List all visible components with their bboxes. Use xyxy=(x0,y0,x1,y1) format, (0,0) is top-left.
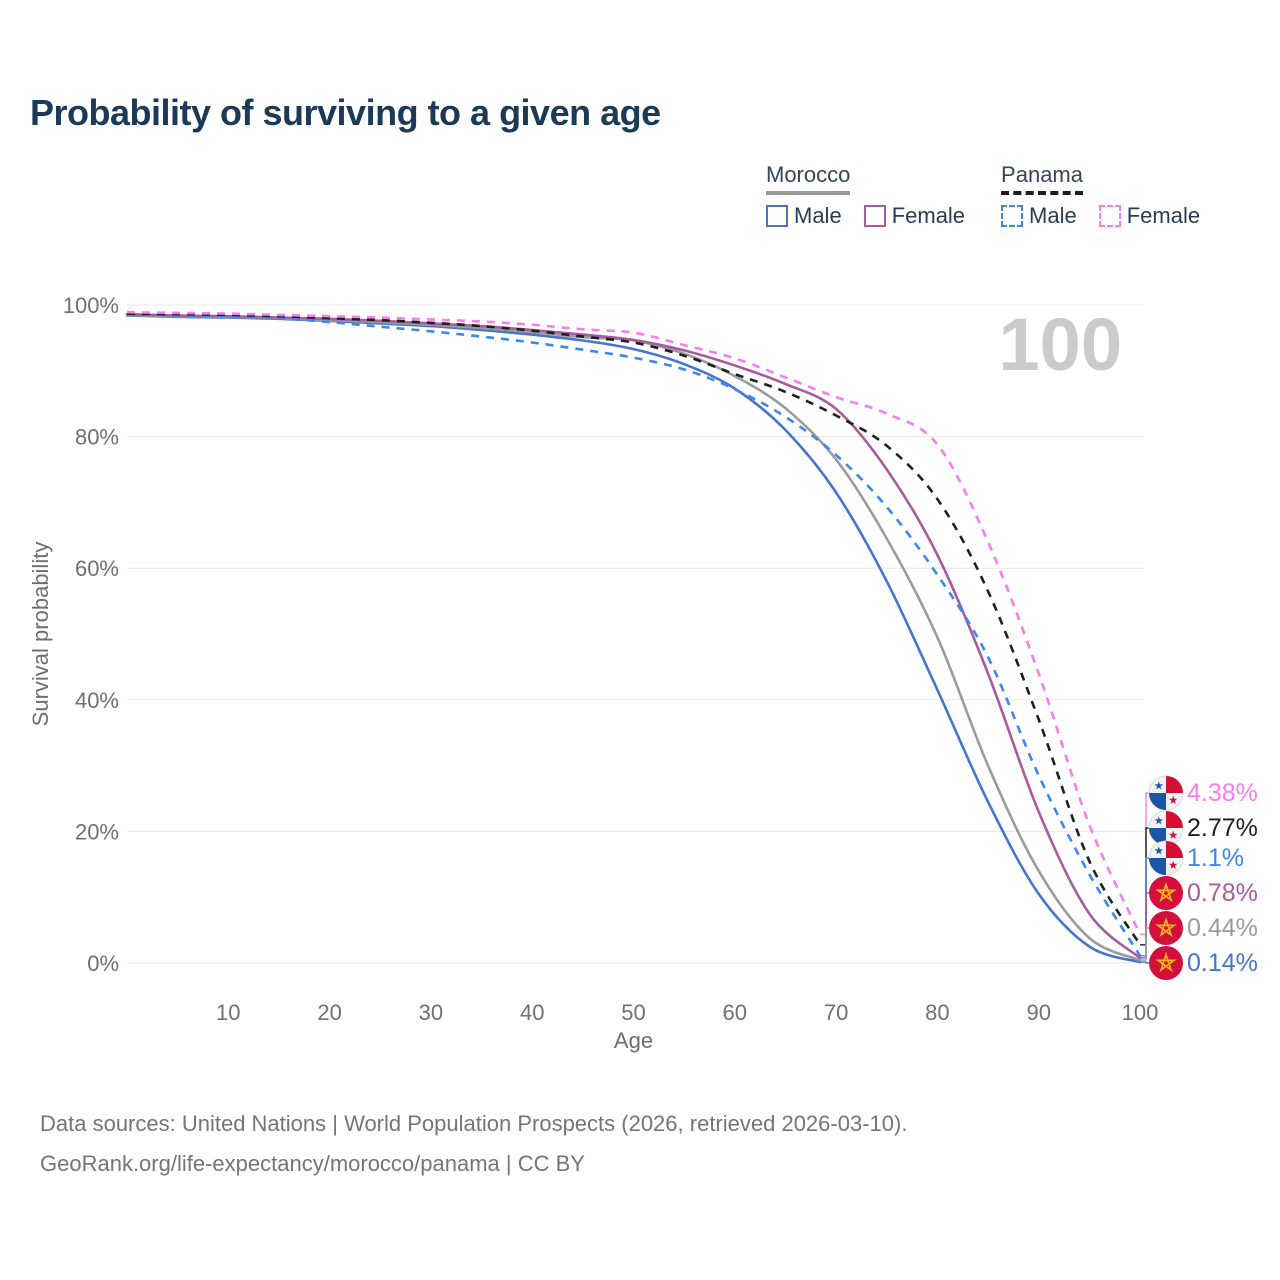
line-style-swatch-icon xyxy=(1001,205,1024,227)
end-label-connector xyxy=(1140,827,1149,946)
legend-item-panama-male[interactable]: Male xyxy=(1001,203,1077,229)
x-tick-label-10: 10 xyxy=(216,1000,240,1025)
x-tick-label-90: 90 xyxy=(1026,1000,1050,1025)
end-value-label-panama-both-sexes: 2.77% xyxy=(1187,814,1258,842)
x-tick-label-70: 70 xyxy=(824,1000,848,1025)
citation-line: GeoRank.org/life-expectancy/morocco/pana… xyxy=(40,1151,585,1176)
panama-flag-icon xyxy=(1148,775,1184,811)
legend: Morocco Male Female Panama Male Female xyxy=(766,162,1200,229)
x-axis-title: Age xyxy=(614,1028,653,1053)
y-tick-label-60: 60% xyxy=(75,556,119,581)
series-line-morocco-male xyxy=(125,314,1142,964)
y-tick-label-0: 0% xyxy=(87,951,119,976)
series-line-panama-female xyxy=(126,310,1142,935)
legend-item-label: Female xyxy=(891,203,966,228)
end-value-label-morocco-both-sexes: 0.44% xyxy=(1187,914,1258,942)
end-value-label-panama-male: 1.1% xyxy=(1187,844,1244,872)
legend-item-morocco-male[interactable]: Male xyxy=(766,203,842,229)
end-label-connector xyxy=(1140,892,1149,959)
data-sources-line: Data sources: United Nations | World Pop… xyxy=(40,1111,908,1136)
x-tick-label-40: 40 xyxy=(520,1000,544,1025)
morocco-flag-icon xyxy=(1149,911,1183,945)
legend-group-morocco: Morocco Male Female xyxy=(766,162,965,229)
y-tick-label-20: 20% xyxy=(75,819,119,844)
footer-note: Data sources: United Nations | World Pop… xyxy=(40,1104,907,1184)
legend-item-label: Male xyxy=(794,203,842,228)
end-label-connector xyxy=(1140,792,1149,935)
series-line-panama-male xyxy=(126,312,1142,957)
series-line-morocco-female xyxy=(125,312,1142,960)
legend-item-label: Female xyxy=(1126,203,1201,228)
end-label-connector xyxy=(1140,961,1149,964)
x-tick-label-30: 30 xyxy=(419,1000,443,1025)
chart-title: Probability of surviving to a given age xyxy=(30,92,661,133)
panama-flag-icon xyxy=(1148,810,1184,846)
y-tick-label-100: 100% xyxy=(63,293,119,318)
legend-item-panama-female[interactable]: Female xyxy=(1098,203,1201,229)
legend-group-title-panama[interactable]: Panama xyxy=(1001,162,1083,195)
line-style-swatch-icon xyxy=(1098,205,1121,227)
legend-item-label: Male xyxy=(1029,203,1077,228)
series-line-panama-both-sexes xyxy=(126,312,1142,946)
morocco-flag-icon xyxy=(1149,876,1183,910)
x-tick-label-20: 20 xyxy=(317,1000,341,1025)
panama-flag-icon xyxy=(1148,840,1184,876)
line-style-swatch-icon xyxy=(863,205,886,227)
legend-group-title-morocco[interactable]: Morocco xyxy=(766,162,851,195)
y-tick-label-40: 40% xyxy=(75,688,119,713)
end-value-label-panama-female: 4.38% xyxy=(1187,779,1258,807)
end-value-label-morocco-male: 0.14% xyxy=(1187,949,1258,977)
morocco-flag-icon xyxy=(1149,946,1183,980)
legend-group-panama: Panama Male Female xyxy=(1001,162,1200,229)
legend-item-morocco-female[interactable]: Female xyxy=(863,203,966,229)
series-line-morocco-both-sexes xyxy=(125,313,1142,962)
end-value-label-morocco-female: 0.78% xyxy=(1187,879,1258,907)
end-label-connector xyxy=(1140,857,1149,957)
x-tick-label-60: 60 xyxy=(723,1000,747,1025)
x-tick-label-80: 80 xyxy=(925,1000,949,1025)
end-label-connector xyxy=(1140,927,1149,961)
y-axis-title: Survival probability xyxy=(28,542,53,727)
age-watermark: 100 xyxy=(999,303,1122,386)
y-tick-label-80: 80% xyxy=(75,425,119,450)
x-tick-label-100: 100 xyxy=(1122,1000,1159,1025)
x-tick-label-50: 50 xyxy=(621,1000,645,1025)
line-style-swatch-icon xyxy=(766,205,788,227)
